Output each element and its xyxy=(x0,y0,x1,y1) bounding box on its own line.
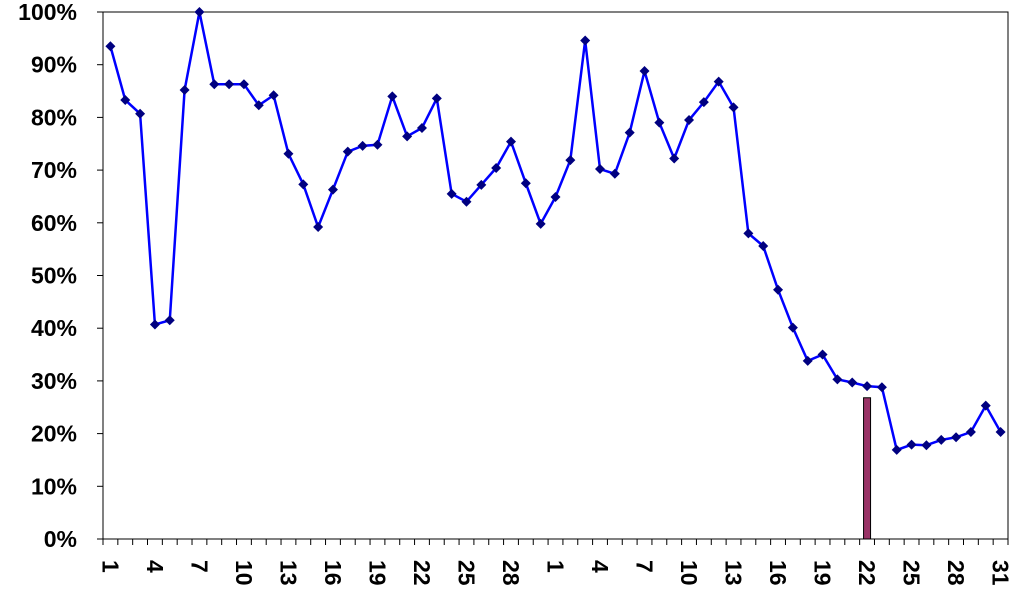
x-tick-label: 13 xyxy=(721,560,747,586)
y-tick-label: 90% xyxy=(31,52,77,78)
marker xyxy=(713,76,724,87)
marker xyxy=(387,91,398,102)
marker xyxy=(995,427,1006,438)
marker xyxy=(164,315,175,326)
marker xyxy=(342,146,353,157)
marker xyxy=(728,102,739,113)
marker xyxy=(253,100,264,111)
marker xyxy=(595,164,606,175)
marker xyxy=(565,155,576,166)
x-tick-label: 16 xyxy=(765,560,791,586)
x-tick-label: 22 xyxy=(409,560,435,586)
x-tick-label: 19 xyxy=(364,560,390,586)
y-tick-label: 50% xyxy=(31,263,77,289)
marker xyxy=(787,322,798,333)
marker xyxy=(149,319,160,330)
x-tick-label: 31 xyxy=(988,560,1012,586)
marker xyxy=(416,122,427,133)
marker xyxy=(921,440,932,451)
marker xyxy=(817,349,828,360)
marker xyxy=(743,228,754,239)
x-tick-label: 13 xyxy=(275,560,301,586)
marker xyxy=(105,41,116,52)
x-tick-label: 28 xyxy=(943,560,969,586)
marker xyxy=(535,218,546,229)
y-tick-label: 60% xyxy=(31,210,77,236)
marker xyxy=(802,355,813,366)
x-tick-label: 22 xyxy=(854,560,880,586)
marker xyxy=(832,374,843,385)
marker xyxy=(847,377,858,388)
x-tick-label: 10 xyxy=(676,560,702,586)
marker xyxy=(891,444,902,455)
marker xyxy=(520,178,531,189)
y-tick-label: 100% xyxy=(18,0,77,25)
marker xyxy=(268,90,279,101)
marker xyxy=(550,191,561,202)
x-tick-label: 7 xyxy=(186,560,212,573)
x-tick-label: 1 xyxy=(97,560,123,573)
marker xyxy=(135,108,146,119)
marker xyxy=(906,439,917,450)
x-tick-label: 1 xyxy=(543,560,569,573)
marker xyxy=(372,139,383,150)
marker xyxy=(194,7,205,17)
marker xyxy=(298,179,309,190)
x-tick-label: 4 xyxy=(587,560,613,573)
y-tick-label: 80% xyxy=(31,104,77,130)
marker xyxy=(491,162,502,173)
marker xyxy=(876,382,887,393)
marker xyxy=(936,434,947,445)
bar xyxy=(863,397,872,540)
marker xyxy=(313,222,324,233)
marker xyxy=(698,97,709,108)
marker xyxy=(327,184,338,195)
marker xyxy=(283,148,294,159)
marker xyxy=(684,115,695,126)
marker xyxy=(446,188,457,199)
marker xyxy=(238,79,249,90)
marker xyxy=(505,136,516,147)
y-tick-label: 10% xyxy=(31,473,77,499)
marker xyxy=(669,153,680,164)
x-tick-label: 19 xyxy=(810,560,836,586)
x-tick-label: 16 xyxy=(320,560,346,586)
y-tick-label: 40% xyxy=(31,315,77,341)
plot-area xyxy=(102,11,1009,540)
marker xyxy=(357,140,368,151)
marker xyxy=(862,381,873,392)
x-tick-label: 7 xyxy=(632,560,658,573)
x-tick-label: 25 xyxy=(453,560,479,586)
marker xyxy=(624,127,635,138)
marker xyxy=(179,84,190,95)
marker xyxy=(609,168,620,179)
y-tick-label: 20% xyxy=(31,421,77,447)
marker xyxy=(476,179,487,190)
marker xyxy=(773,284,784,295)
marker xyxy=(980,400,991,411)
marker xyxy=(402,131,413,142)
marker xyxy=(461,196,472,207)
marker xyxy=(209,79,220,90)
marker xyxy=(951,432,962,443)
x-tick-label: 25 xyxy=(899,560,925,586)
marker xyxy=(654,117,665,128)
x-tick-label: 28 xyxy=(498,560,524,586)
marker xyxy=(758,240,769,251)
marker xyxy=(639,66,650,77)
y-tick-label: 0% xyxy=(44,526,77,552)
marker xyxy=(580,35,591,46)
x-tick-label: 10 xyxy=(231,560,257,586)
marker xyxy=(224,79,235,90)
y-tick-label: 30% xyxy=(31,368,77,394)
marker xyxy=(965,427,976,438)
y-tick-label: 70% xyxy=(31,157,77,183)
marker xyxy=(120,95,131,106)
marker xyxy=(431,93,442,104)
x-tick-label: 4 xyxy=(142,560,168,573)
